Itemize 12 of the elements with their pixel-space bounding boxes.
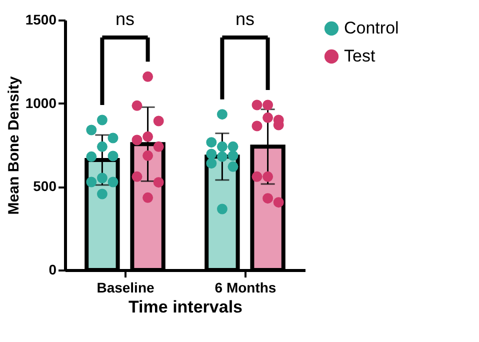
y-tick-label: 0 xyxy=(48,262,57,278)
legend-label: Control xyxy=(344,18,399,38)
annotation: ns xyxy=(235,8,255,29)
x-tick-label: Baseline xyxy=(96,280,155,296)
x-axis-title: Time intervals xyxy=(128,298,243,316)
annotation: ns xyxy=(115,8,135,29)
y-axis-title: Mean Bone Density xyxy=(5,76,22,215)
y-tick-label: 1000 xyxy=(25,94,57,111)
y-tick-label: 500 xyxy=(33,178,57,194)
y-tick-label: 1500 xyxy=(25,12,57,28)
legend-label: Test xyxy=(344,46,376,66)
x-tick-label: 6 Months xyxy=(214,280,276,296)
